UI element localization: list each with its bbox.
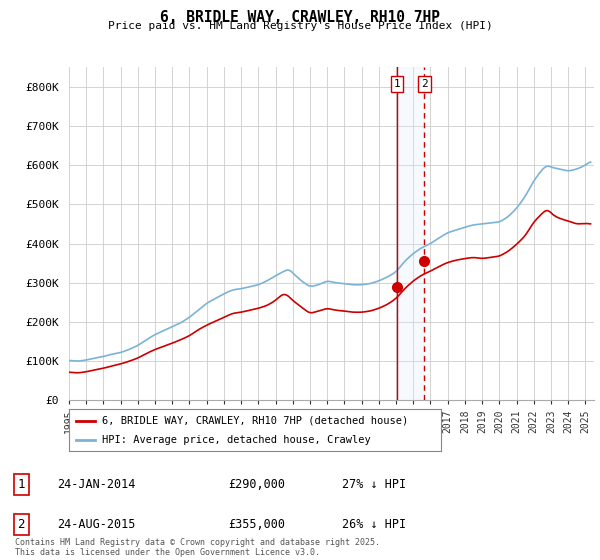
Text: 27% ↓ HPI: 27% ↓ HPI [342,478,406,491]
Text: 26% ↓ HPI: 26% ↓ HPI [342,518,406,531]
Text: 24-AUG-2015: 24-AUG-2015 [57,518,136,531]
Bar [397,67,424,400]
Text: HPI: Average price, detached house, Crawley: HPI: Average price, detached house, Craw… [103,435,371,445]
Text: 2: 2 [421,79,428,89]
Text: 1: 1 [17,478,25,491]
Text: 24-JAN-2014: 24-JAN-2014 [57,478,136,491]
Text: Contains HM Land Registry data © Crown copyright and database right 2025.
This d: Contains HM Land Registry data © Crown c… [15,538,380,557]
Text: 2: 2 [17,518,25,531]
Text: 1: 1 [394,79,401,89]
Text: 6, BRIDLE WAY, CRAWLEY, RH10 7HP (detached house): 6, BRIDLE WAY, CRAWLEY, RH10 7HP (detach… [103,416,409,426]
Text: £355,000: £355,000 [228,518,285,531]
Text: Price paid vs. HM Land Registry's House Price Index (HPI): Price paid vs. HM Land Registry's House … [107,21,493,31]
Text: £290,000: £290,000 [228,478,285,491]
Text: 6, BRIDLE WAY, CRAWLEY, RH10 7HP: 6, BRIDLE WAY, CRAWLEY, RH10 7HP [160,10,440,25]
